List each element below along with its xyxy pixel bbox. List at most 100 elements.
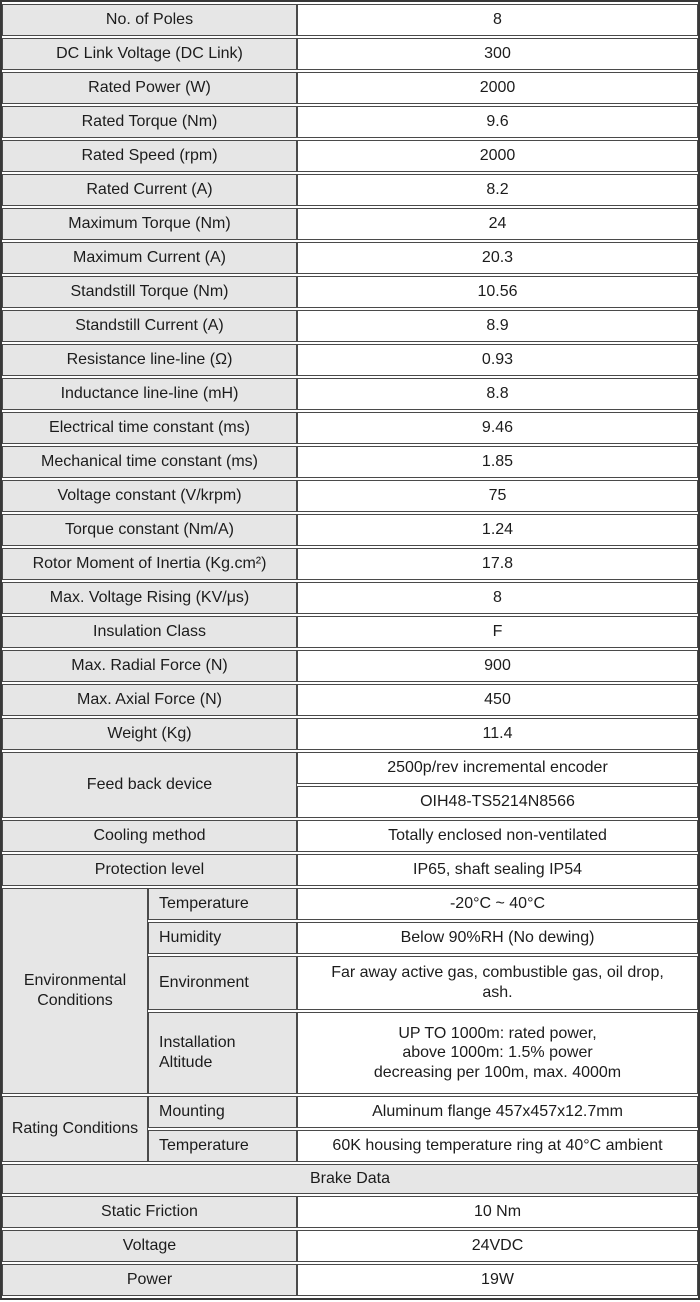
table-row-environmental: Environmental Conditions Temperature -20… xyxy=(2,888,698,1094)
spec-label: Torque constant (Nm/A) xyxy=(2,514,297,546)
table-row: Electrical time constant (ms) 9.46 xyxy=(2,412,698,444)
env-temperature-label: Temperature xyxy=(148,888,297,920)
table-row: Max. Radial Force (N) 900 xyxy=(2,650,698,682)
table-row: Voltage constant (V/krpm) 75 xyxy=(2,480,698,512)
table-row: Max. Voltage Rising (KV/μs) 8 xyxy=(2,582,698,614)
table-row-feedback-device: Feed back device 2500p/rev incremental e… xyxy=(2,752,698,818)
spec-label: Standstill Torque (Nm) xyxy=(2,276,297,308)
table-row: Resistance line-line (Ω) 0.93 xyxy=(2,344,698,376)
spec-label: Standstill Current (A) xyxy=(2,310,297,342)
env-installation-altitude-label: Installation Altitude xyxy=(148,1012,297,1094)
table-row: Weight (Kg) 11.4 xyxy=(2,718,698,750)
table-row: Maximum Current (A) 20.3 xyxy=(2,242,698,274)
spec-label: Electrical time constant (ms) xyxy=(2,412,297,444)
spec-label: Resistance line-line (Ω) xyxy=(2,344,297,376)
spec-label: Rated Current (A) xyxy=(2,174,297,206)
spec-value: 9.46 xyxy=(297,412,698,444)
table-row-rating: Temperature 60K housing temperature ring… xyxy=(2,1130,698,1162)
spec-value: 8 xyxy=(297,4,698,36)
table-row: Maximum Torque (Nm) 24 xyxy=(2,208,698,240)
table-row: Standstill Torque (Nm) 10.56 xyxy=(2,276,698,308)
spec-value: 24 xyxy=(297,208,698,240)
table-row-brake: Power 19W xyxy=(2,1264,698,1296)
cooling-method-label: Cooling method xyxy=(2,820,297,852)
spec-label: Rated Power (W) xyxy=(2,72,297,104)
spec-label: Inductance line-line (mH) xyxy=(2,378,297,410)
spec-value: 1.85 xyxy=(297,446,698,478)
spec-label: Rated Speed (rpm) xyxy=(2,140,297,172)
spec-value: 900 xyxy=(297,650,698,682)
spec-value: 75 xyxy=(297,480,698,512)
spec-value: 9.6 xyxy=(297,106,698,138)
table-row: Rotor Moment of Inertia (Kg.cm²) 17.8 xyxy=(2,548,698,580)
spec-label: Weight (Kg) xyxy=(2,718,297,750)
table-row-brake: Voltage 24VDC xyxy=(2,1230,698,1262)
brake-data-title: Brake Data xyxy=(2,1164,698,1194)
brake-voltage-value: 24VDC xyxy=(297,1230,698,1262)
table-row-environmental: Humidity Below 90%RH (No dewing) xyxy=(2,922,698,954)
spec-label: DC Link Voltage (DC Link) xyxy=(2,38,297,70)
spec-value: 10.56 xyxy=(297,276,698,308)
table-row-brake-header: Brake Data xyxy=(2,1164,698,1194)
table-row-feedback-device: OIH48-TS5214N8566 xyxy=(2,786,698,818)
spec-value: 11.4 xyxy=(297,718,698,750)
spec-label: Mechanical time constant (ms) xyxy=(2,446,297,478)
protection-level-label: Protection level xyxy=(2,854,297,886)
spec-label: Max. Radial Force (N) xyxy=(2,650,297,682)
spec-label: Rated Torque (Nm) xyxy=(2,106,297,138)
table-row: Rated Current (A) 8.2 xyxy=(2,174,698,206)
env-humidity-value: Below 90%RH (No dewing) xyxy=(297,922,698,954)
env-temperature-value: -20°C ~ 40°C xyxy=(297,888,698,920)
env-installation-altitude-value: UP TO 1000m: rated power, above 1000m: 1… xyxy=(297,1012,698,1094)
table-row: Standstill Current (A) 8.9 xyxy=(2,310,698,342)
feedback-device-label: Feed back device xyxy=(2,752,297,818)
spec-value: 2000 xyxy=(297,72,698,104)
rating-temperature-label: Temperature xyxy=(148,1130,297,1162)
brake-static-friction-label: Static Friction xyxy=(2,1196,297,1228)
spec-label: No. of Poles xyxy=(2,4,297,36)
table-row: Max. Axial Force (N) 450 xyxy=(2,684,698,716)
brake-static-friction-value: 10 Nm xyxy=(297,1196,698,1228)
brake-power-value: 19W xyxy=(297,1264,698,1296)
spec-value: 17.8 xyxy=(297,548,698,580)
spec-label: Insulation Class xyxy=(2,616,297,648)
feedback-device-value-1: 2500p/rev incremental encoder xyxy=(297,752,698,784)
spec-value: 0.93 xyxy=(297,344,698,376)
table-row: Torque constant (Nm/A) 1.24 xyxy=(2,514,698,546)
table-row: Inductance line-line (mH) 8.8 xyxy=(2,378,698,410)
spec-label: Rotor Moment of Inertia (Kg.cm²) xyxy=(2,548,297,580)
rating-conditions-label: Rating Conditions xyxy=(2,1096,148,1162)
table-row: Rated Speed (rpm) 2000 xyxy=(2,140,698,172)
table-row: Rated Torque (Nm) 9.6 xyxy=(2,106,698,138)
env-humidity-label: Humidity xyxy=(148,922,297,954)
table-row-protection-level: Protection level IP65, shaft sealing IP5… xyxy=(2,854,698,886)
rating-mounting-label: Mounting xyxy=(148,1096,297,1128)
table-row: Mechanical time constant (ms) 1.85 xyxy=(2,446,698,478)
spec-label: Max. Voltage Rising (KV/μs) xyxy=(2,582,297,614)
rating-mounting-value: Aluminum flange 457x457x12.7mm xyxy=(297,1096,698,1128)
table-row: Insulation Class F xyxy=(2,616,698,648)
env-environment-label: Environment xyxy=(148,956,297,1010)
brake-power-label: Power xyxy=(2,1264,297,1296)
spec-label: Max. Axial Force (N) xyxy=(2,684,297,716)
table-row-brake: Static Friction 10 Nm xyxy=(2,1196,698,1228)
table-row: DC Link Voltage (DC Link) 300 xyxy=(2,38,698,70)
brake-voltage-label: Voltage xyxy=(2,1230,297,1262)
spec-label: Maximum Torque (Nm) xyxy=(2,208,297,240)
table-row-environmental: Environment Far away active gas, combust… xyxy=(2,956,698,1010)
environmental-conditions-label: Environmental Conditions xyxy=(2,888,148,1094)
feedback-device-value-2: OIH48-TS5214N8566 xyxy=(297,786,698,818)
table-row: No. of Poles 8 xyxy=(2,4,698,36)
spec-value: 450 xyxy=(297,684,698,716)
spec-value: 20.3 xyxy=(297,242,698,274)
rating-temperature-value: 60K housing temperature ring at 40°C amb… xyxy=(297,1130,698,1162)
spec-value: 2000 xyxy=(297,140,698,172)
spec-value: 8 xyxy=(297,582,698,614)
table-row-environmental: Installation Altitude UP TO 1000m: rated… xyxy=(2,1012,698,1094)
spec-label: Maximum Current (A) xyxy=(2,242,297,274)
table-row: Rated Power (W) 2000 xyxy=(2,72,698,104)
spec-value: 8.8 xyxy=(297,378,698,410)
env-environment-value: Far away active gas, combustible gas, oi… xyxy=(297,956,698,1010)
spec-value: F xyxy=(297,616,698,648)
table-row-rating: Rating Conditions Mounting Aluminum flan… xyxy=(2,1096,698,1162)
